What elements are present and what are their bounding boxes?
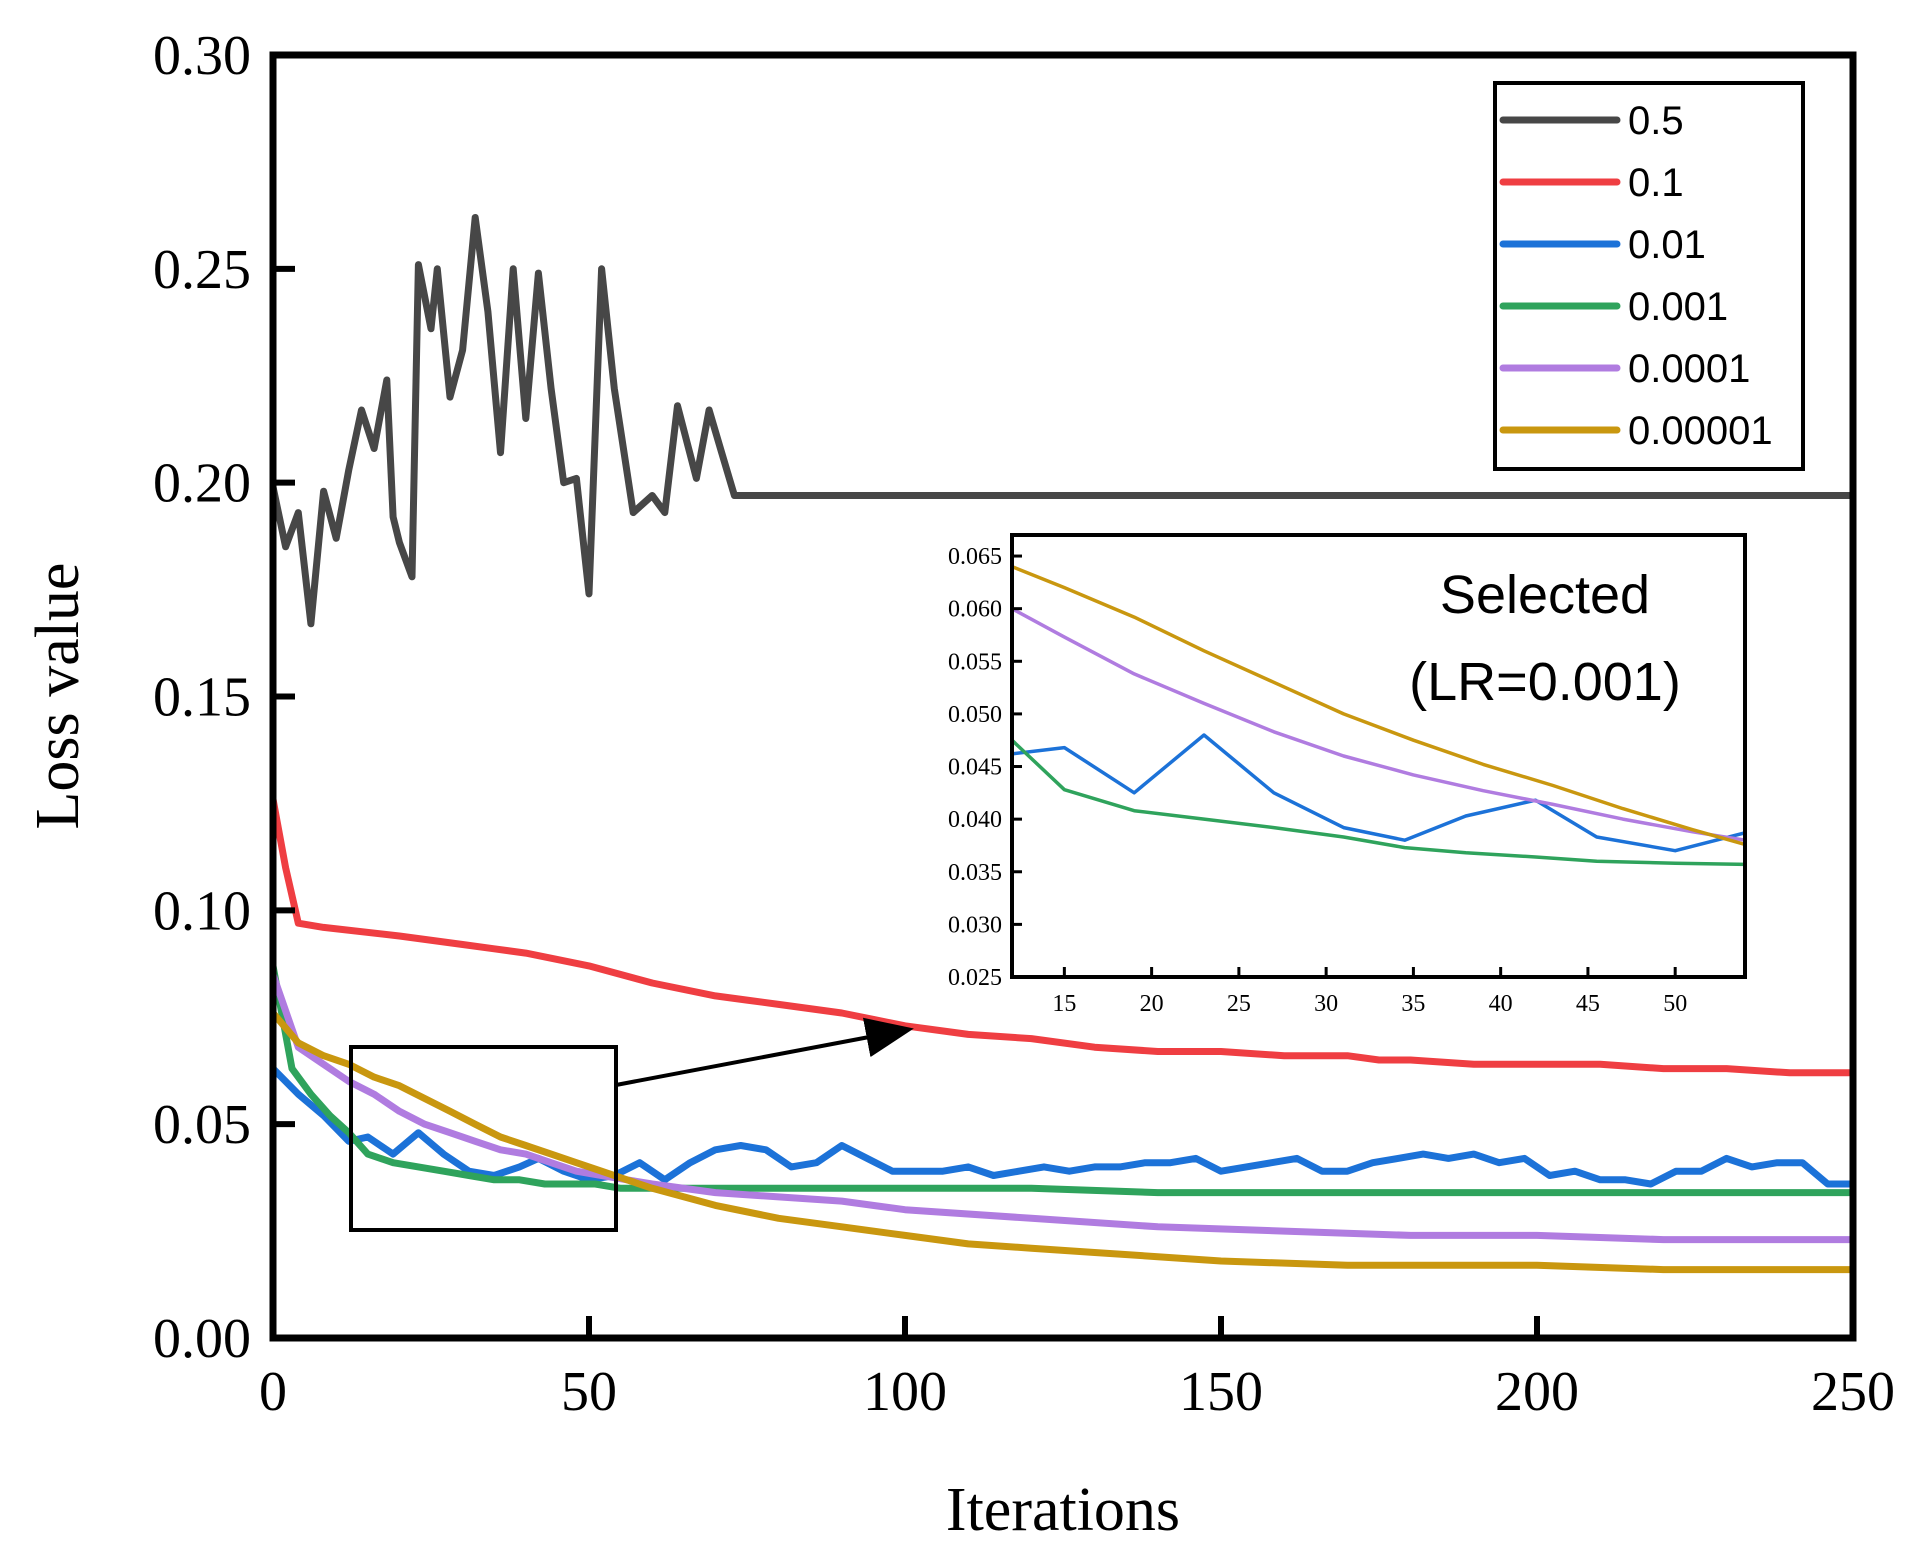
- main-series-line-0_5: [273, 214, 1853, 628]
- inset-series-line-0_01: [1012, 733, 1745, 853]
- legend-label: 0.1: [1628, 161, 1684, 205]
- legend-label: 0.00001: [1628, 409, 1773, 453]
- inset-y-tick-label: 0.045: [948, 755, 1002, 781]
- inset-y-tick-label: 0.035: [948, 860, 1002, 886]
- inset-y-tick-label: 0.025: [948, 965, 1002, 991]
- inset-x-tick-label: 30: [1314, 991, 1338, 1017]
- legend-label: 0.01: [1628, 223, 1706, 267]
- legend: 0.5 0.1 0.01 0.001 0.0001 0.00001: [1493, 81, 1805, 471]
- main-x-tick-label: 50: [561, 1361, 617, 1423]
- main-series-line-0_1: [273, 795, 1853, 1077]
- main-x-tick-label: 0: [259, 1361, 287, 1423]
- inset-y-tick-label: 0.050: [948, 702, 1002, 728]
- main-x-tick-label: 200: [1495, 1361, 1579, 1423]
- inset-x-tick-label: 25: [1227, 991, 1251, 1017]
- inset-series-line-0_0001: [1012, 606, 1745, 842]
- main-x-tick-label: 250: [1811, 1361, 1895, 1423]
- inset-y-tick-label: 0.030: [948, 912, 1002, 938]
- inset-y-tick-label: 0.065: [948, 544, 1002, 570]
- main-x-tick-label: 150: [1179, 1361, 1263, 1423]
- inset-series-line-0_001: [1012, 738, 1745, 867]
- inset-y-tick-label: 0.040: [948, 807, 1002, 833]
- inset-title: Selected: [1440, 565, 1650, 625]
- main-y-tick-label: 0.25: [153, 239, 251, 301]
- main-y-tick-label: 0.10: [153, 880, 251, 942]
- legend-label: 0.5: [1628, 99, 1684, 143]
- inset-x-tick-label: 20: [1140, 991, 1164, 1017]
- inset-x-tick-label: 35: [1401, 991, 1425, 1017]
- main-y-tick-label: 0.20: [153, 453, 251, 515]
- inset-x-tick-label: 45: [1576, 991, 1600, 1017]
- main-y-tick-label: 0.30: [153, 25, 251, 87]
- legend-box: [1493, 81, 1805, 471]
- main-series-line-0_0001: [273, 971, 1853, 1244]
- y-axis-title: Loss value: [24, 563, 92, 830]
- inset-y-tick-label: 0.055: [948, 649, 1002, 675]
- inset-x-tick-label: 40: [1489, 991, 1513, 1017]
- main-plot: 0 50 100 150 200 250 0.00 0.05 0.10 0.15 0.20 0.25…: [24, 25, 1895, 1544]
- x-axis-title: Iterations: [946, 1476, 1180, 1544]
- main-y-tick-label: 0.05: [153, 1094, 251, 1156]
- inset-x-tick-label: 15: [1052, 991, 1076, 1017]
- inset-series-line-0_00001: [1012, 564, 1745, 847]
- inset-title-line2: (LR=0.001): [1409, 652, 1681, 712]
- main-y-tick-label: 0.15: [153, 667, 251, 729]
- main-series-line-0_01: [273, 1065, 1853, 1188]
- inset-plot: 15 20 25 30 35 40 45 50 0.025 0.030 0.035 0.040 0.0…: [948, 533, 1747, 1017]
- inset-subtitle: (LR=0.001): [1409, 652, 1681, 712]
- main-series-line-0_00001: [273, 1009, 1853, 1274]
- main-x-tick-label: 100: [863, 1361, 947, 1423]
- main-y-tick-label: 0.00: [153, 1308, 251, 1370]
- inset-x-tick-label: 50: [1663, 991, 1687, 1017]
- main-series-line-0_001: [273, 962, 1853, 1197]
- legend-label: 0.0001: [1628, 347, 1750, 391]
- zoom-region-box: [349, 1045, 618, 1232]
- zoom-arrow: [615, 1017, 914, 1087]
- inset-y-tick-label: 0.060: [948, 597, 1002, 623]
- inset-title-line1: Selected: [1440, 565, 1650, 625]
- legend-label: 0.001: [1628, 285, 1728, 329]
- inset-plot-frame: [1010, 533, 1747, 979]
